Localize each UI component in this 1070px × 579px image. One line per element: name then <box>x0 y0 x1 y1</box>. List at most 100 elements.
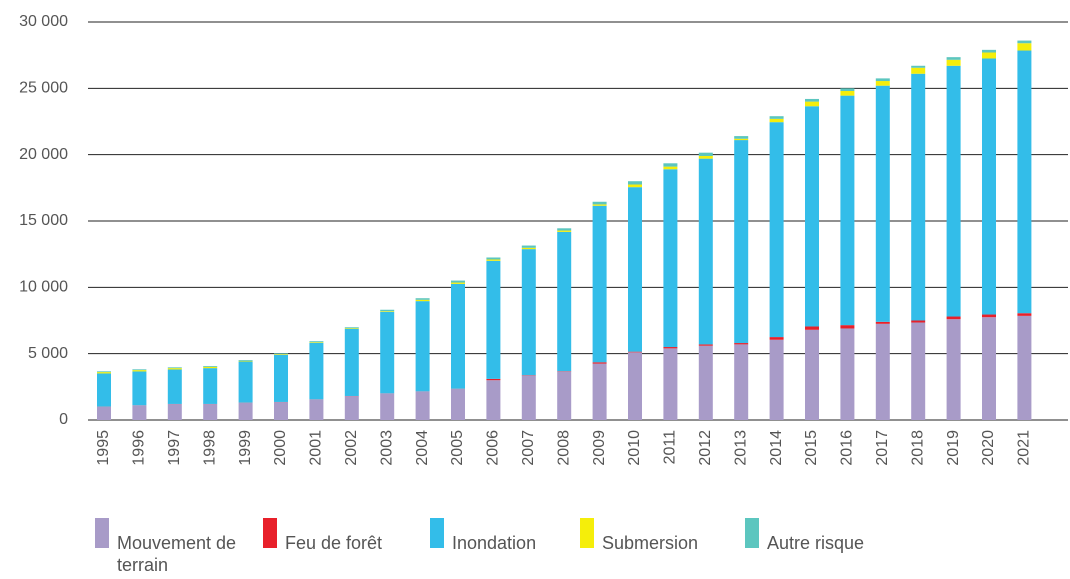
bar-segment <box>805 98 819 102</box>
legend-swatch <box>430 518 444 548</box>
bar-segment <box>840 325 855 329</box>
bar-segment <box>946 65 961 317</box>
bar-segment <box>875 85 890 322</box>
bar-segment <box>769 122 784 338</box>
bar-segment <box>238 361 253 403</box>
bar-segment <box>167 367 182 369</box>
bar-segment <box>769 337 784 340</box>
legend-item: Mouvement de terrain <box>95 518 242 576</box>
x-tick-label: 2015 <box>803 430 820 466</box>
bar-segment <box>451 388 465 420</box>
bar-segment <box>486 260 501 379</box>
x-tick-label: 2018 <box>909 430 926 466</box>
bar-segment <box>486 259 501 261</box>
legend-swatch <box>580 518 594 548</box>
x-tick-label: 2001 <box>308 430 325 466</box>
bar-segment <box>380 311 395 312</box>
x-tick-label: 2009 <box>591 430 608 466</box>
bar-segment <box>521 375 536 420</box>
bar-segment <box>451 283 465 389</box>
bar-segment <box>875 78 890 82</box>
bar-segment <box>698 158 713 345</box>
bar-segment <box>663 347 678 349</box>
chart: 0 5 000 10 000 15 000 20 000 25 000 30 000 1995… <box>19 13 1068 466</box>
x-tick-label: 2013 <box>732 430 749 466</box>
bar-segment <box>132 405 147 420</box>
bar-segment <box>946 319 961 420</box>
y-tick-label: 5 000 <box>28 345 68 362</box>
bar-segment <box>167 369 182 404</box>
x-tick-label: 2021 <box>1016 430 1033 466</box>
bar-segment <box>734 344 749 420</box>
legend-label: Autre risque <box>767 533 865 553</box>
x-tick-label: 2017 <box>874 430 891 466</box>
bar-segment <box>769 118 784 123</box>
bar-segment <box>344 327 359 329</box>
bar-segment <box>309 399 324 420</box>
y-tick-label: 0 <box>59 411 68 428</box>
bar-segment <box>592 205 607 363</box>
legend-item: Submersion <box>580 518 698 554</box>
bar-segment <box>203 404 218 420</box>
bar-segment <box>451 282 465 284</box>
y-tick-label: 20 000 <box>19 146 68 163</box>
bar-segment <box>805 326 819 330</box>
bar-segment <box>592 362 607 364</box>
bar-segment <box>203 368 218 404</box>
bar-segment <box>805 106 819 327</box>
bar-segment <box>451 280 465 283</box>
bar-segment <box>875 81 890 86</box>
bar-segment <box>840 328 855 420</box>
bar-segment <box>592 204 607 206</box>
bar-segment <box>840 90 855 96</box>
bar-segment <box>911 73 926 321</box>
bar-segment <box>875 323 890 420</box>
bar-segment <box>97 373 111 407</box>
x-tick-label: 1996 <box>131 430 148 466</box>
bar-segment <box>734 138 749 141</box>
bar-segment <box>628 184 642 188</box>
bar-segment <box>628 181 642 185</box>
bar-segment <box>274 402 288 420</box>
bar-segment <box>946 316 961 320</box>
bar-segment <box>132 371 147 406</box>
bar-segment <box>344 396 359 420</box>
y-tick-label: 30 000 <box>19 13 68 30</box>
bar-segment <box>238 360 253 361</box>
bar-segment <box>982 49 996 53</box>
bar-segment <box>521 247 536 250</box>
bar-segment <box>415 301 430 392</box>
bar-segment <box>592 363 607 420</box>
bar-segment <box>203 366 218 369</box>
bar-segment <box>238 360 253 362</box>
bar-segment <box>628 351 642 353</box>
bar-segment <box>1017 40 1032 44</box>
bar-segment <box>805 101 819 107</box>
x-tick-label: 2019 <box>945 430 962 466</box>
x-tick-label: 1999 <box>237 430 254 466</box>
bar-segment <box>309 342 324 343</box>
bar-segment <box>663 348 678 420</box>
bar-segment <box>132 370 147 372</box>
bar-segment <box>769 339 784 420</box>
bar-segment <box>663 169 678 348</box>
bar-segment <box>982 58 996 315</box>
bar-segment <box>911 320 926 323</box>
bar-segment <box>557 230 572 232</box>
x-tick-label: 2003 <box>378 430 395 466</box>
bar-segment <box>97 371 111 373</box>
legend-swatch <box>745 518 759 548</box>
y-tick-label: 15 000 <box>19 212 68 229</box>
bar-segment <box>521 249 536 376</box>
bar-segment <box>97 406 111 420</box>
legend: Mouvement de terrain Feu de forêt Inondati… <box>0 518 1070 578</box>
bar-segment <box>344 328 359 396</box>
legend-item: Inondation <box>430 518 536 554</box>
bar-segment <box>840 88 855 91</box>
bar-segment <box>238 402 253 420</box>
x-tick-label: 2002 <box>343 430 360 466</box>
bar-segment <box>274 354 288 402</box>
bar-segment <box>380 393 395 420</box>
bar-segment <box>557 231 572 372</box>
bar-segment <box>1017 313 1032 316</box>
